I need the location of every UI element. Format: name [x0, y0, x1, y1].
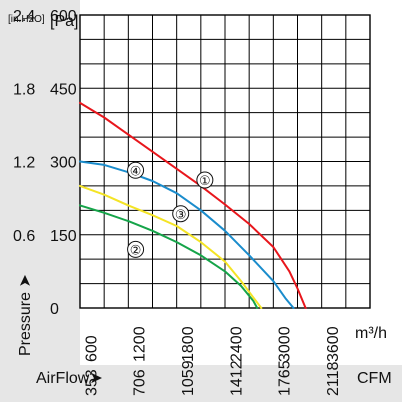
y-secondary-tick-label: 1.2: [13, 155, 35, 172]
curve-label-circle: [127, 161, 145, 179]
x-secondary-tick-label: 2118: [325, 361, 342, 396]
x-secondary-tick-label: 1059: [180, 360, 197, 396]
y-tick-label: 150: [50, 228, 77, 245]
x-secondary-tick-label: 353: [83, 369, 100, 396]
y-secondary-tick-label: 0.6: [13, 228, 35, 245]
curve-label-text: ①: [199, 173, 211, 188]
y-tick-label: 300: [50, 155, 77, 172]
y-secondary-ticks: 0.6 1.2 1.8 2.4: [13, 8, 35, 245]
curve-series: [79, 184, 263, 309]
x-secondary-title: AirFlow➤: [36, 370, 103, 387]
x-secondary-ticks: 353 706 1059 1412 1765 2118: [83, 360, 342, 396]
y-tick-label: 450: [50, 81, 77, 98]
curve-label: ④: [127, 161, 145, 179]
curve-label-circle: [196, 171, 214, 189]
y-ticks: 0 150 300 450 600: [50, 8, 77, 318]
curve-label-circle: [127, 240, 145, 258]
x-tick-label: 3600: [325, 326, 342, 362]
x-ticks: 600 1200 1800 2400 3000 3600: [83, 326, 342, 362]
y-secondary-tick-label: 2.4: [13, 8, 35, 25]
curve-label: ③: [172, 205, 190, 223]
curve-label-text: ④: [130, 163, 142, 178]
curve-label-text: ③: [175, 207, 187, 222]
x-secondary-unit: CFM: [357, 370, 392, 387]
y-axis-title: Pressure ➤: [17, 274, 34, 356]
left-band: [0, 0, 80, 402]
x-primary-unit: m³/h: [355, 325, 387, 342]
curves: [79, 101, 307, 309]
curve-series: [79, 204, 259, 309]
x-secondary-tick-label: 1412: [228, 360, 245, 396]
curve-label: ②: [127, 240, 145, 258]
y-tick-label: 600: [50, 8, 77, 25]
y-primary-unit: [Pa]: [50, 13, 78, 30]
curve-series: [79, 101, 307, 309]
y-secondary-unit: [in.H2O]: [8, 14, 45, 25]
x-tick-label: 2400: [228, 326, 245, 362]
bottom-band: [0, 365, 402, 402]
grid: [79, 14, 371, 309]
curve-label: ①: [196, 171, 214, 189]
curve-label-text: ②: [130, 242, 142, 257]
x-tick-label: 600: [83, 335, 100, 362]
curve-label-circle: [172, 205, 190, 223]
curve-labels: ① ② ③ ④: [127, 161, 214, 258]
y-secondary-tick-label: 1.8: [13, 81, 35, 98]
y-tick-label: 0: [50, 301, 59, 318]
x-tick-label: 1800: [180, 326, 197, 362]
x-tick-label: 3000: [277, 326, 294, 362]
x-secondary-tick-label: 706: [132, 369, 149, 396]
x-tick-label: 1200: [132, 326, 149, 362]
x-secondary-tick-label: 1765: [277, 360, 294, 396]
curve-series: [79, 160, 295, 309]
